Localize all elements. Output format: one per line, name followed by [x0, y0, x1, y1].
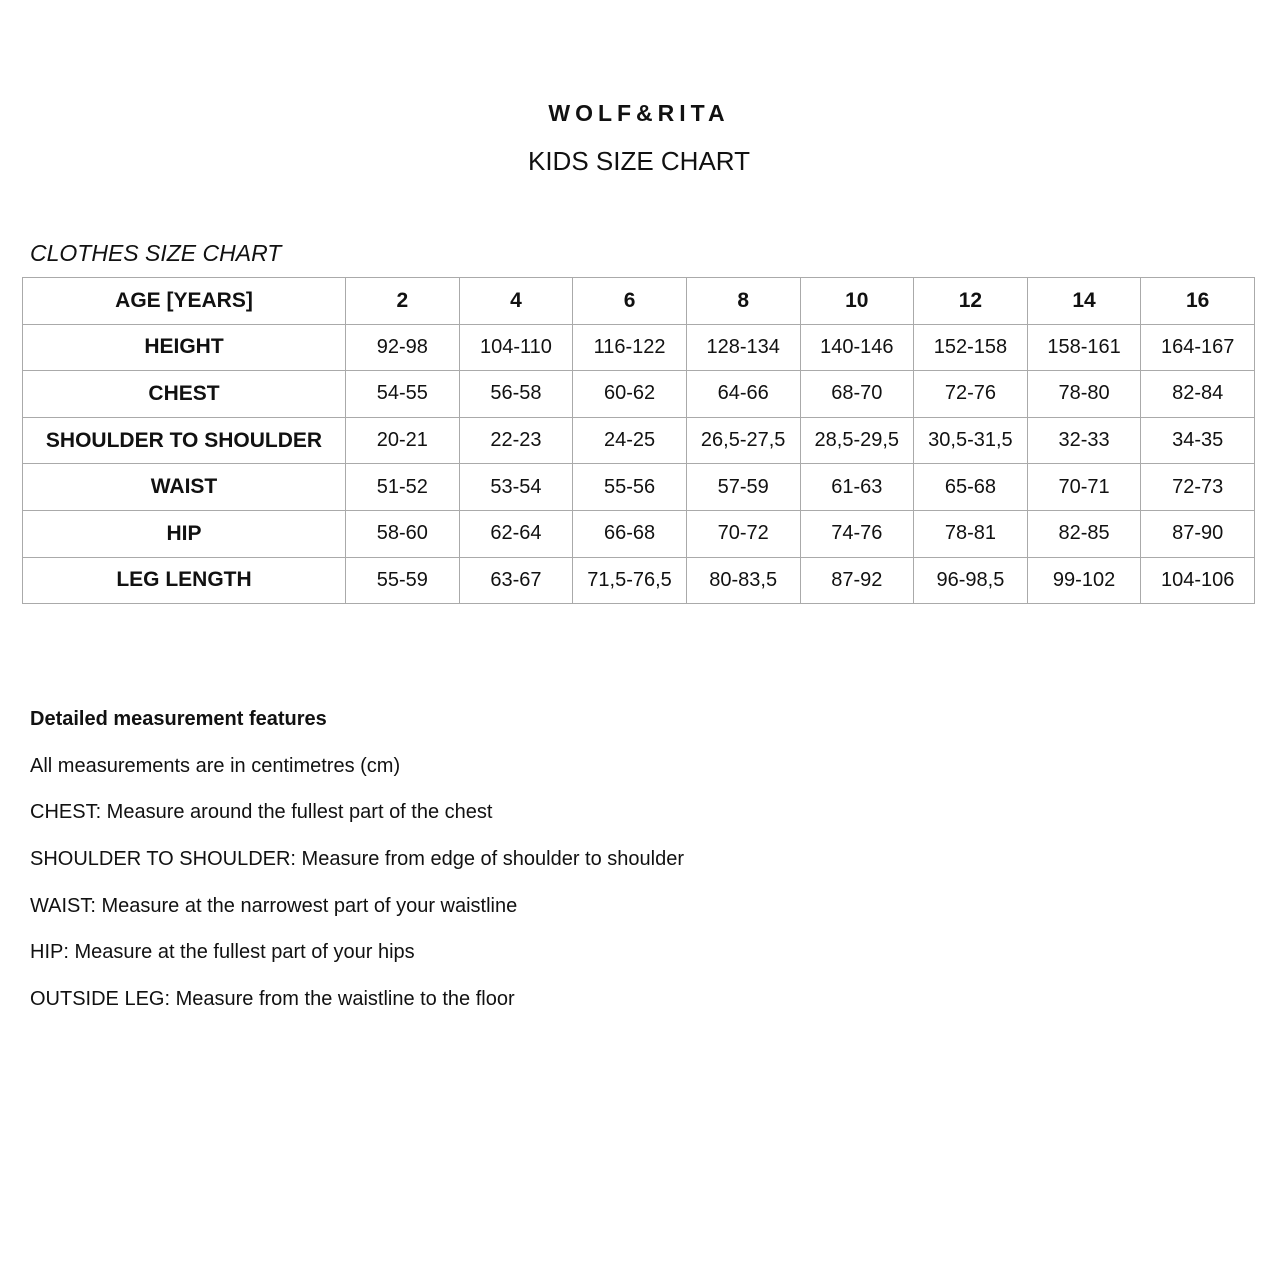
table-cell: 26,5-27,5	[685, 416, 801, 465]
table-cell: 128-134	[685, 323, 801, 372]
table-cell: 87-92	[799, 556, 915, 605]
table-cell: 28,5-29,5	[799, 416, 915, 465]
table-cell: 53-54	[458, 463, 574, 511]
table-cell: 55-56	[572, 463, 687, 511]
table-row: SHOULDER TO SHOULDER 20-21 22-23 24-25 26,5-…	[22, 416, 1255, 465]
table-row: WAIST 51-52 53-54 55-56 57-59 61-63 65-68 70-71…	[22, 463, 1255, 511]
table-cell: 34-35	[1140, 416, 1255, 465]
table-row: HIP 58-60 62-64 66-68 70-72 74-76 78-81 82-85 87…	[22, 509, 1255, 558]
table-row: CHEST 54-55 56-58 60-62 64-66 68-70 72-76 78-80…	[22, 370, 1255, 418]
table-cell: 72-73	[1140, 463, 1255, 511]
section-title: CLOTHES SIZE CHART	[30, 240, 282, 266]
table-cell: 20-21	[345, 416, 460, 465]
row-label: WAIST	[22, 463, 346, 511]
table-cell: 68-70	[799, 370, 915, 418]
table-cell: 58-60	[345, 509, 460, 558]
table-cell: 78-81	[913, 509, 1028, 558]
table-cell: 116-122	[572, 323, 687, 372]
table-cell: 74-76	[799, 509, 915, 558]
table-cell: 87-90	[1140, 509, 1255, 558]
table-row: HEIGHT 92-98 104-110 116-122 128-134 140-146 1…	[22, 323, 1255, 372]
table-cell: 66-68	[572, 509, 687, 558]
table-cell: 82-84	[1140, 370, 1255, 418]
row-label: SHOULDER TO SHOULDER	[22, 416, 346, 465]
row-label: AGE [YEARS]	[22, 277, 346, 325]
table-cell: 82-85	[1026, 509, 1142, 558]
table-cell: 16	[1140, 277, 1255, 325]
table-cell: 70-72	[685, 509, 801, 558]
table-cell: 57-59	[685, 463, 801, 511]
table-cell: 158-161	[1026, 323, 1142, 372]
note-line: WAIST: Measure at the narrowest part of …	[30, 894, 518, 917]
table-cell: 72-76	[913, 370, 1028, 418]
table-cell: 65-68	[913, 463, 1028, 511]
table-cell: 64-66	[685, 370, 801, 418]
table-cell: 99-102	[1026, 556, 1142, 605]
measurement-notes: Detailed measurement features All measur…	[30, 708, 684, 1035]
table-cell: 32-33	[1026, 416, 1142, 465]
table-cell: 62-64	[458, 509, 574, 558]
table-cell: 63-67	[458, 556, 574, 605]
table-cell: 152-158	[913, 323, 1028, 372]
table-cell: 80-83,5	[685, 556, 801, 605]
row-label: HIP	[22, 509, 346, 558]
note-line: OUTSIDE LEG: Measure from the waistline …	[30, 988, 515, 1011]
table-row: LEG LENGTH 55-59 63-67 71,5-76,5 80-83,5 87-9…	[22, 556, 1255, 605]
table-cell: 10	[799, 277, 915, 325]
table-cell: 6	[572, 277, 687, 325]
table-cell: 22-23	[458, 416, 574, 465]
table-cell: 78-80	[1026, 370, 1142, 418]
brand-logo: WOLF&RITA	[548, 100, 730, 126]
table-cell: 51-52	[345, 463, 460, 511]
table-cell: 71,5-76,5	[572, 556, 687, 605]
table-cell: 96-98,5	[913, 556, 1028, 605]
note-line: HIP: Measure at the fullest part of your…	[30, 941, 415, 964]
note-line: CHEST: Measure around the fullest part o…	[30, 801, 493, 824]
table-cell: 54-55	[345, 370, 460, 418]
table-cell: 55-59	[345, 556, 460, 605]
table-cell: 12	[913, 277, 1028, 325]
table-cell: 30,5-31,5	[913, 416, 1028, 465]
table-cell: 104-110	[458, 323, 574, 372]
size-chart-table: AGE [YEARS] 2 4 6 8 10 12 14 16 HEIGHT 92-98 104-11…	[22, 277, 1255, 605]
table-cell: 4	[458, 277, 574, 325]
table-cell: 8	[685, 277, 801, 325]
table-cell: 56-58	[458, 370, 574, 418]
row-label: HEIGHT	[22, 323, 346, 372]
table-cell: 60-62	[572, 370, 687, 418]
notes-heading: Detailed measurement features	[30, 708, 327, 730]
table-cell: 61-63	[799, 463, 915, 511]
row-label: LEG LENGTH	[22, 556, 346, 605]
row-label: CHEST	[22, 370, 346, 418]
table-header-row: AGE [YEARS] 2 4 6 8 10 12 14 16	[22, 277, 1255, 325]
table-cell: 92-98	[345, 323, 460, 372]
table-cell: 140-146	[799, 323, 915, 372]
table-cell: 14	[1026, 277, 1142, 325]
table-cell: 24-25	[572, 416, 687, 465]
note-line: SHOULDER TO SHOULDER: Measure from edge …	[30, 848, 684, 871]
table-cell: 2	[345, 277, 460, 325]
note-line: All measurements are in centimetres (cm)	[30, 754, 401, 777]
table-cell: 104-106	[1140, 556, 1255, 605]
table-cell: 164-167	[1140, 323, 1255, 372]
table-cell: 70-71	[1026, 463, 1142, 511]
page-title: KIDS SIZE CHART	[527, 146, 750, 176]
